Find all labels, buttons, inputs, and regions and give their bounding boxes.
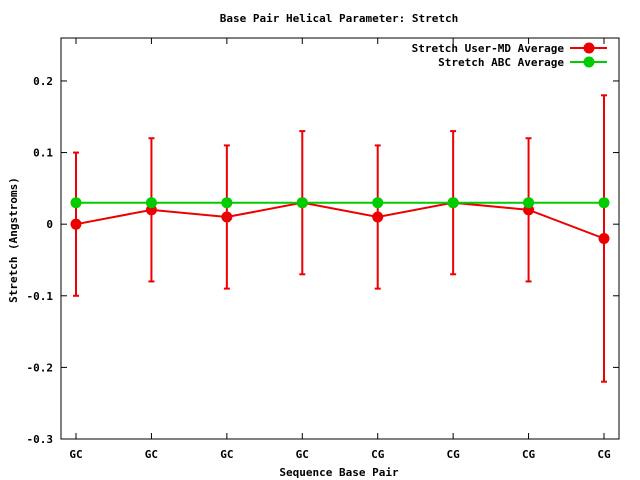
data-point: [221, 211, 233, 223]
y-axis: -0.3 -0.2 -0.1 0 0.1 0.2: [27, 75, 619, 446]
series-line: [75, 201, 605, 240]
data-point: [598, 197, 610, 209]
series-layer: [70, 94, 610, 383]
series-0: [70, 94, 610, 383]
data-point: [145, 197, 157, 209]
series-1: [70, 197, 610, 209]
x-tick-label: GC: [296, 448, 309, 461]
data-point: [296, 197, 308, 209]
data-point: [70, 218, 82, 230]
x-tick-label: CG: [447, 448, 461, 461]
legend-marker: [583, 42, 595, 54]
data-point: [523, 197, 535, 209]
y-tick-label: 0.1: [33, 147, 53, 160]
y-tick-label: 0.2: [33, 75, 53, 88]
x-tick-label: GC: [145, 448, 158, 461]
data-point: [372, 197, 384, 209]
x-tick-label: CG: [371, 448, 385, 461]
legend-label: Stretch ABC Average: [438, 56, 564, 69]
x-tick-label: CG: [522, 448, 536, 461]
data-point: [372, 211, 384, 223]
x-tick-label: CG: [597, 448, 611, 461]
x-axis: GC GC GC GC CG CG CG CG: [69, 38, 611, 461]
x-axis-label: Sequence Base Pair: [279, 466, 399, 479]
y-tick-label: -0.2: [27, 361, 54, 374]
legend-marker: [583, 56, 595, 68]
data-point: [447, 197, 459, 209]
y-tick-label: -0.1: [27, 290, 54, 303]
chart-title: Base Pair Helical Parameter: Stretch: [220, 12, 458, 25]
legend-label: Stretch User-MD Average: [412, 42, 565, 55]
y-axis-label: Stretch (Angstroms): [7, 177, 20, 303]
data-point: [598, 233, 610, 244]
x-tick-label: GC: [220, 448, 233, 461]
y-tick-label: 0: [46, 218, 53, 231]
x-tick-label: GC: [69, 448, 82, 461]
plot-frame: [60, 37, 620, 440]
data-point: [221, 197, 233, 209]
data-point: [70, 197, 82, 209]
y-tick-label: -0.3: [27, 433, 54, 446]
